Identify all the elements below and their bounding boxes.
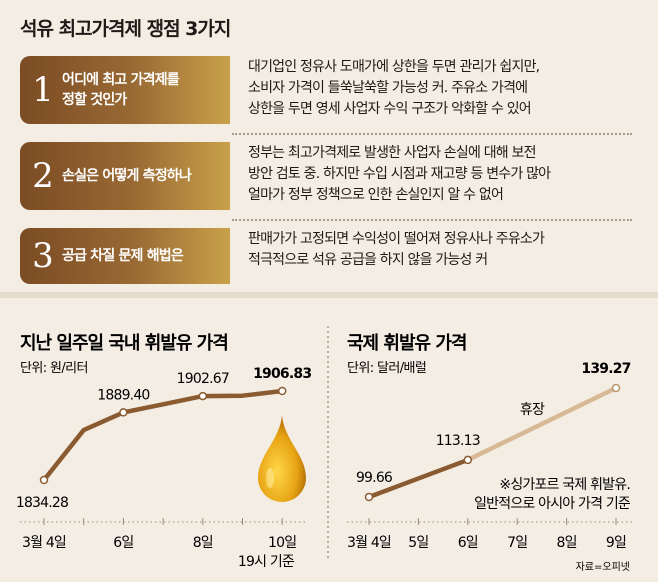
chart-title: 국제 휘발유 가격 [347,332,466,354]
issue-number: 1 [32,70,54,110]
data-label: 1906.83 [253,366,311,382]
chart-unit: 단위: 원/리터 [20,361,88,376]
data-label: 1834.28 [16,495,68,511]
issue-box-3: 3 공급 차질 문제 해법은 [20,228,230,284]
issue-question: 어디에 최고 가격제를 정할 것인가 [62,72,180,108]
issue-number: 3 [32,236,54,276]
data-label: 1889.40 [97,387,149,403]
x-tick-label: 3월 4일 [347,535,391,551]
issue-answer: 정부는 최고가격제로 발생한 사업자 손실에 대해 보전 방안 검토 중. 하지… [248,145,551,203]
oil-drop-highlight [266,468,274,488]
series-line-closed [466,385,617,462]
data-point [39,475,49,485]
issue-box-1: 1 어디에 최고 가격제를 정할 것인가 [20,56,230,124]
x-tick-label: 6일 [113,535,133,551]
x-tick-label: 10일 [268,535,296,551]
x-tick-label: 3월 4일 [22,535,66,551]
issue-number: 2 [32,156,54,196]
data-point [364,492,374,502]
issue-answer: 대기업인 정유사 도매가에 상한을 두면 관리가 쉽지만, 소비자 가격이 들쑥… [248,59,540,117]
x-tick-label: 9일 [606,535,626,551]
chart-title: 지난 일주일 국내 휘발유 가격 [20,332,228,354]
x-tick-label: 7일 [507,535,527,551]
data-point [119,408,128,417]
x-tick-label: 8일 [557,535,577,551]
section-divider [0,292,658,298]
closed-annotation: 휴장 [520,402,545,418]
issue-question: 공급 차질 문제 해법은 [62,248,184,264]
data-point [463,455,473,465]
data-point [277,386,287,396]
source-label: 자료=오피넷 [576,561,630,573]
data-label: 99.66 [356,470,393,486]
data-label: 1902.67 [177,371,229,387]
page-title: 석유 최고가격제 쟁점 3가지 [20,18,231,40]
issue-box-2: 2 손실은 어떻게 측정하나 [20,142,230,210]
x-tick-label: 6일 [458,535,478,551]
chart-unit: 단위: 달러/배럴 [347,361,426,376]
data-point [198,391,208,401]
x-tick-label: 8일 [193,535,213,551]
chart-note: ※싱가포르 국제 휘발유. [499,477,630,493]
chart-note: 일반적으로 아시아 가격 기준 [474,496,631,512]
x-tick-label: 5일 [408,535,428,551]
divider [232,133,632,135]
data-point [611,383,621,393]
issue-answer: 판매가가 고정되면 수익성이 떨어져 정유사나 주유소가 적극적으로 석유 공급… [248,231,545,268]
series-line [368,457,469,500]
oil-drop-icon [258,415,306,502]
data-label: 113.13 [436,433,480,449]
series-line [42,388,283,482]
issue-question: 손실은 어떻게 측정하나 [62,168,192,184]
chart-note: 19시 기준 [238,554,295,570]
data-label: 139.27 [581,361,630,377]
divider [232,219,632,221]
